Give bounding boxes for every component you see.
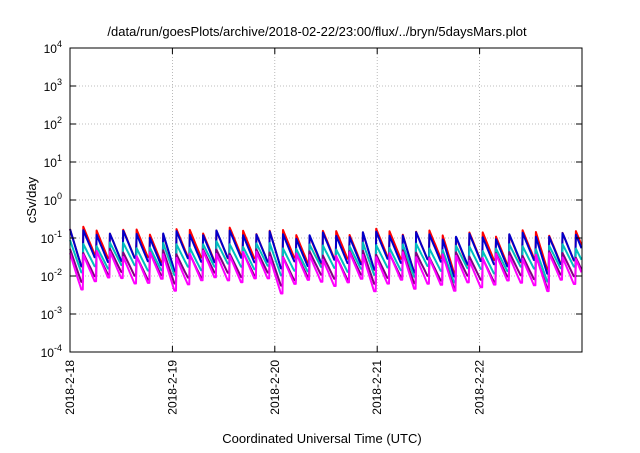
x-tick-label: 2018-2-20 (268, 360, 282, 415)
y-tick-label: 104 (44, 39, 62, 56)
x-tick-label: 2018-2-22 (473, 360, 487, 415)
x-tick-label: 2018-2-21 (370, 360, 384, 415)
y-tick-label: 10-3 (41, 305, 62, 322)
y-tick-label: 10-4 (41, 343, 62, 360)
y-tick-label: 103 (44, 77, 62, 94)
y-axis-label: cSv/day (24, 176, 39, 223)
x-tick-label: 2018-2-19 (165, 360, 179, 415)
y-tick-label: 10-2 (41, 267, 62, 284)
series-line (69, 239, 583, 284)
series-line (69, 249, 583, 295)
y-tick-label: 101 (44, 153, 62, 170)
series-layer (69, 225, 583, 295)
y-tick-label: 100 (44, 191, 62, 208)
y-tick-label: 102 (44, 115, 62, 132)
y-tick-label: 10-1 (41, 229, 62, 246)
x-tick-label: 2018-2-18 (63, 360, 77, 415)
x-axis-label: Coordinated Universal Time (UTC) (222, 431, 421, 446)
tick-layer: 104 103 102 101 100 10-1 10-2 10-3 10-42018-2-18… (41, 39, 582, 415)
series-line (69, 228, 583, 278)
chart-title: /data/run/goesPlots/archive/2018-02-22/2… (107, 24, 527, 39)
